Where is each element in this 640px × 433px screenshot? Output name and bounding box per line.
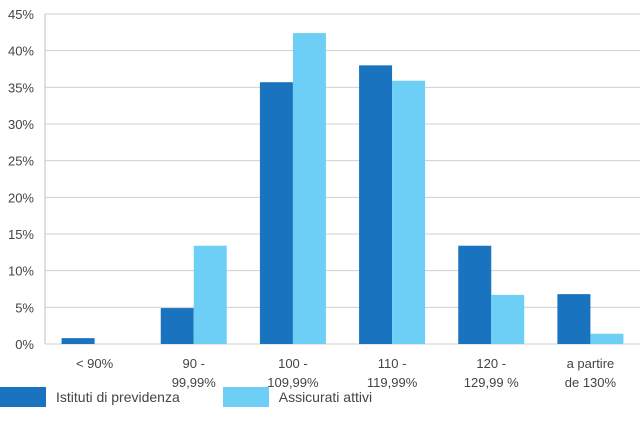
x-tick-label: 99,99% [172, 375, 217, 390]
bar-istituti-1 [160, 308, 194, 344]
bar-assicurati-4 [491, 294, 525, 344]
bar-istituti-0 [61, 338, 95, 344]
bar-istituti-2 [259, 82, 293, 344]
bar-istituti-5 [557, 294, 591, 344]
y-tick-label: 20% [8, 190, 34, 205]
y-tick-label: 5% [15, 300, 34, 315]
y-tick-label: 0% [15, 337, 34, 352]
legend-swatch-assicurati [222, 387, 269, 407]
legend-swatch-istituti [0, 387, 46, 407]
x-tick-label: 129,99 % [464, 375, 519, 390]
x-tick-label: 100 - [278, 356, 308, 371]
y-tick-label: 30% [8, 117, 34, 132]
bar-istituti-3 [359, 65, 393, 344]
x-tick-label: de 130% [565, 375, 617, 390]
y-tick-label: 15% [8, 227, 34, 242]
x-tick-label: 119,99% [367, 375, 418, 390]
bar-assicurati-3 [392, 80, 426, 344]
x-tick-label: 109,99% [267, 375, 319, 390]
legend-item-assicurati: Assicurati attivi [222, 387, 373, 407]
x-tick-label: 110 - [378, 356, 407, 371]
y-tick-label: 25% [8, 154, 34, 169]
y-tick-label: 40% [8, 44, 34, 59]
bar-assicurati-2 [292, 33, 326, 345]
bar-assicurati-1 [193, 245, 227, 344]
x-tick-label: a partire [567, 356, 615, 371]
x-tick-label: 120 - [476, 356, 506, 371]
x-tick-label: 90 - [183, 356, 205, 371]
legend-item-istituti: Istituti di previdenza [0, 387, 180, 407]
bar-assicurati-5 [590, 333, 624, 344]
x-tick-label: < 90% [76, 356, 114, 371]
legend-label-istituti: Istituti di previdenza [56, 389, 180, 405]
legend: Istituti di previdenza Assicurati attivi [0, 385, 415, 409]
y-tick-label: 45% [8, 7, 34, 22]
bar-istituti-4 [458, 245, 492, 344]
y-tick-label: 10% [8, 264, 34, 279]
legend-label-assicurati: Assicurati attivi [278, 389, 373, 405]
y-tick-label: 35% [8, 80, 34, 95]
